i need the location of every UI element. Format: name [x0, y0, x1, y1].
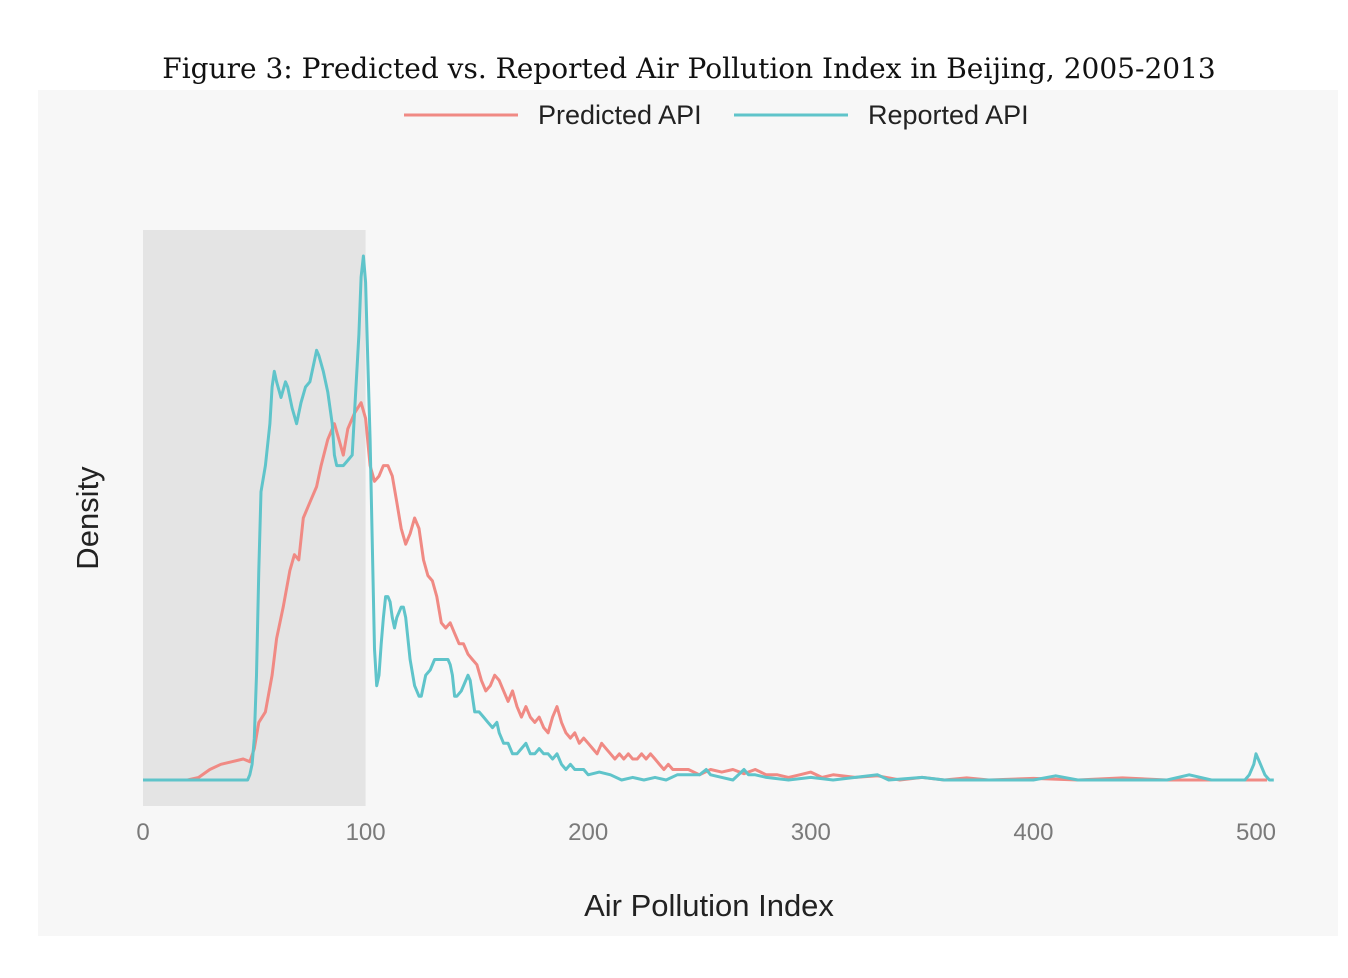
x-tick-label-300: 300: [791, 819, 831, 846]
figure-title: Figure 3: Predicted vs. Reported Air Pol…: [162, 52, 1216, 85]
series-layer: [143, 254, 1274, 782]
legend-predicted-label: Predicted API: [538, 100, 702, 130]
x-tick-label-400: 400: [1013, 819, 1053, 846]
series-line-predicted-api: [143, 401, 1268, 782]
series-line-reported-api: [143, 254, 1274, 782]
x-axis-title: Air Pollution Index: [584, 888, 834, 923]
legend-reported-label: Reported API: [868, 100, 1029, 130]
x-tick-label-0: 0: [136, 819, 149, 846]
legend: Predicted API Reported API: [404, 100, 1029, 130]
x-tick-label-200: 200: [568, 819, 608, 846]
x-axis-ticks: 0 100 200 300 400 500: [136, 819, 1276, 846]
y-axis-title: Density: [70, 466, 105, 570]
x-tick-label-100: 100: [346, 819, 386, 846]
x-tick-label-500: 500: [1236, 819, 1276, 846]
